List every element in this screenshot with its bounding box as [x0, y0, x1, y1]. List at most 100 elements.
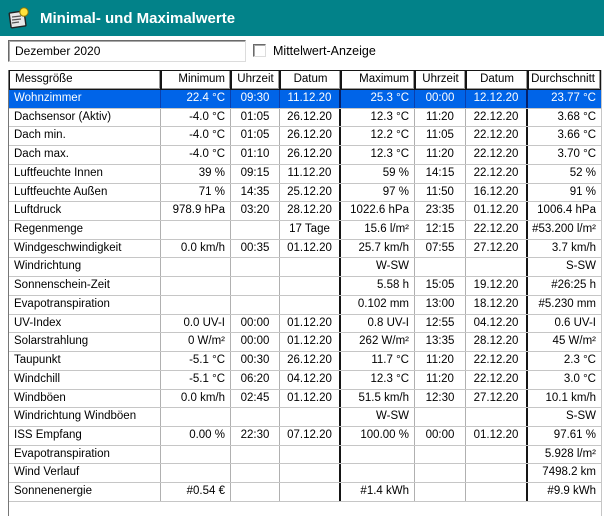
cell-datum-max: 22.12.20 — [466, 127, 528, 146]
cell-uhrzeit-min — [231, 277, 280, 295]
table-row[interactable]: Wohnzimmer 22.4 °C 09:30 11.12.20 25.3 °… — [9, 90, 601, 109]
table-row[interactable]: Windgeschwindigkeit 0.0 km/h 00:35 01.12… — [9, 239, 601, 259]
cell-maximum: 262 W/m² — [341, 333, 415, 352]
cell-datum-min — [280, 295, 341, 314]
cell-durchschnitt: 3.70 °C — [557, 148, 596, 161]
table-row[interactable]: Dachsensor (Aktiv) -4.0 °C 01:05 26.12.2… — [9, 108, 601, 128]
table-row[interactable]: Dach max. -4.0 °C 01:10 26.12.20 12.3 °C… — [9, 146, 601, 165]
table-row[interactable]: ISS Empfang 0.00 % 22:30 07.12.20 100.00… — [9, 426, 601, 446]
cell-messgroesse: Solarstrahlung — [9, 333, 161, 352]
table-row[interactable]: Windböen 0.0 km/h 02:45 01.12.20 51.5 km… — [9, 389, 601, 409]
cell-datum-min: 26.12.20 — [280, 146, 341, 164]
app-icon[interactable] — [7, 6, 31, 30]
table-row[interactable]: Solarstrahlung 0 W/m² 00:00 01.12.20 262… — [9, 333, 601, 353]
cell-datum-min: 26.12.20 — [280, 127, 341, 146]
cell-datum-min — [280, 277, 341, 295]
cell-durchschnitt: #9.9 kWh — [547, 485, 596, 498]
cell-datum-max: 19.12.20 — [466, 277, 528, 295]
cell-durchschnitt: S-SW — [565, 260, 596, 273]
table-row[interactable]: Luftfeuchte Innen 39 % 09:15 11.12.20 59… — [9, 164, 601, 184]
table-row[interactable]: Taupunkt -5.1 °C 00:30 26.12.20 11.7 °C … — [9, 352, 601, 371]
cell-datum-max: 28.12.20 — [466, 333, 528, 352]
table-row[interactable]: Windrichtung Windböen W-SW S-SW — [9, 408, 601, 427]
cell-maximum: 25.7 km/h — [341, 239, 415, 258]
cell-uhrzeit-max: 12:15 — [415, 221, 466, 239]
cell-durchschnitt: 3.0 °C — [563, 372, 596, 385]
cell-uhrzeit-max: 15:05 — [415, 277, 466, 295]
cell-uhrzeit-max: 11:20 — [415, 352, 466, 370]
grid-body: Wohnzimmer 22.4 °C 09:30 11.12.20 25.3 °… — [9, 90, 601, 502]
cell-datum-min: 28.12.20 — [280, 202, 341, 221]
cell-messgroesse: Luftdruck — [9, 202, 161, 221]
table-row[interactable]: Regenmenge 17 Tage 15.6 l/m² 12:15 22.12… — [9, 221, 601, 240]
cell-uhrzeit-min — [231, 258, 280, 277]
cell-datum-max: 27.12.20 — [466, 389, 528, 408]
column-header-minimum[interactable]: Minimum — [161, 70, 231, 90]
cell-uhrzeit-max: 11:50 — [415, 183, 466, 202]
column-header-uhrzeit-min[interactable]: Uhrzeit — [231, 70, 280, 90]
cell-messgroesse: ISS Empfang — [9, 426, 161, 445]
table-row[interactable]: Sonnenenergie #0.54 € #1.4 kWh #9.9 kWh — [9, 483, 601, 502]
column-header-datum-max[interactable]: Datum — [466, 70, 528, 90]
cell-minimum — [161, 445, 231, 464]
cell-durchschnitt: #5.230 mm — [538, 297, 596, 310]
cell-minimum: -5.1 °C — [161, 370, 231, 389]
cell-uhrzeit-max: 14:15 — [415, 164, 466, 183]
cell-uhrzeit-max: 12:55 — [415, 314, 466, 333]
cell-durchschnitt: 7498.2 km — [542, 466, 596, 479]
cell-minimum — [161, 221, 231, 239]
table-row[interactable]: Evapotranspiration 5.928 l/m² — [9, 445, 601, 465]
cell-minimum: 0 W/m² — [161, 333, 231, 352]
cell-messgroesse: Wind Verlauf — [9, 464, 161, 483]
cell-maximum: 12.3 °C — [341, 146, 415, 164]
titlebar[interactable]: Minimal- und Maximalwerte — [0, 0, 604, 36]
cell-uhrzeit-max — [415, 258, 466, 277]
cell-maximum: 0.102 mm — [341, 295, 415, 314]
cell-uhrzeit-max: 11:05 — [415, 127, 466, 146]
cell-datum-min — [280, 464, 341, 483]
cell-uhrzeit-max: 00:00 — [415, 90, 466, 108]
column-header-maximum[interactable]: Maximum — [341, 70, 415, 90]
cell-datum-min: 07.12.20 — [280, 426, 341, 445]
cell-uhrzeit-min: 14:35 — [231, 183, 280, 202]
table-row[interactable]: Luftfeuchte Außen 71 % 14:35 25.12.20 97… — [9, 183, 601, 203]
table-row[interactable]: Sonnenschein-Zeit 5.58 h 15:05 19.12.20 … — [9, 277, 601, 296]
cell-datum-max — [466, 445, 528, 464]
table-row[interactable]: Dach min. -4.0 °C 01:05 26.12.20 12.2 °C… — [9, 127, 601, 147]
mittelwert-checkbox[interactable] — [253, 44, 266, 57]
cell-uhrzeit-max: 23:35 — [415, 202, 466, 221]
cell-datum-max: 22.12.20 — [466, 221, 528, 239]
cell-messgroesse: Luftfeuchte Innen — [9, 164, 161, 183]
cell-uhrzeit-max — [415, 445, 466, 464]
cell-datum-max: 22.12.20 — [466, 164, 528, 183]
cell-uhrzeit-min — [231, 408, 280, 426]
cell-uhrzeit-min: 00:00 — [231, 333, 280, 352]
cell-maximum: 97 % — [341, 183, 415, 202]
cell-minimum: -4.0 °C — [161, 127, 231, 146]
cell-uhrzeit-min: 01:05 — [231, 108, 280, 127]
cell-datum-min: 26.12.20 — [280, 108, 341, 127]
cell-maximum: 15.6 l/m² — [341, 221, 415, 239]
minmax-grid: Messgröße Minimum Uhrzeit Datum Maximum … — [8, 70, 602, 516]
cell-durchschnitt: 23.77 °C — [551, 92, 596, 104]
cell-uhrzeit-min — [231, 295, 280, 314]
column-header-uhrzeit-max[interactable]: Uhrzeit — [415, 70, 466, 90]
table-row[interactable]: Evapotranspiration 0.102 mm 13:00 18.12.… — [9, 295, 601, 315]
cell-uhrzeit-max — [415, 408, 466, 426]
cell-datum-max: 01.12.20 — [466, 426, 528, 445]
cell-messgroesse: Sonnenenergie — [9, 483, 161, 501]
cell-messgroesse: Dachsensor (Aktiv) — [9, 108, 161, 127]
column-header-durchschnitt[interactable]: Durchschnitt — [528, 70, 601, 90]
cell-messgroesse: Dach max. — [9, 146, 161, 164]
table-row[interactable]: Windchill -5.1 °C 06:20 04.12.20 12.3 °C… — [9, 370, 601, 390]
column-header-datum-min[interactable]: Datum — [280, 70, 341, 90]
table-row[interactable]: Luftdruck 978.9 hPa 03:20 28.12.20 1022.… — [9, 202, 601, 222]
table-row[interactable]: Windrichtung W-SW S-SW — [9, 258, 601, 278]
cell-datum-min: 26.12.20 — [280, 352, 341, 370]
table-row[interactable]: Wind Verlauf 7498.2 km — [9, 464, 601, 484]
cell-messgroesse: Sonnenschein-Zeit — [9, 277, 161, 295]
cell-uhrzeit-min: 01:05 — [231, 127, 280, 146]
column-header-messgroesse[interactable]: Messgröße — [9, 70, 161, 90]
period-input[interactable] — [8, 40, 246, 62]
table-row[interactable]: UV-Index 0.0 UV-I 00:00 01.12.20 0.8 UV-… — [9, 314, 601, 334]
